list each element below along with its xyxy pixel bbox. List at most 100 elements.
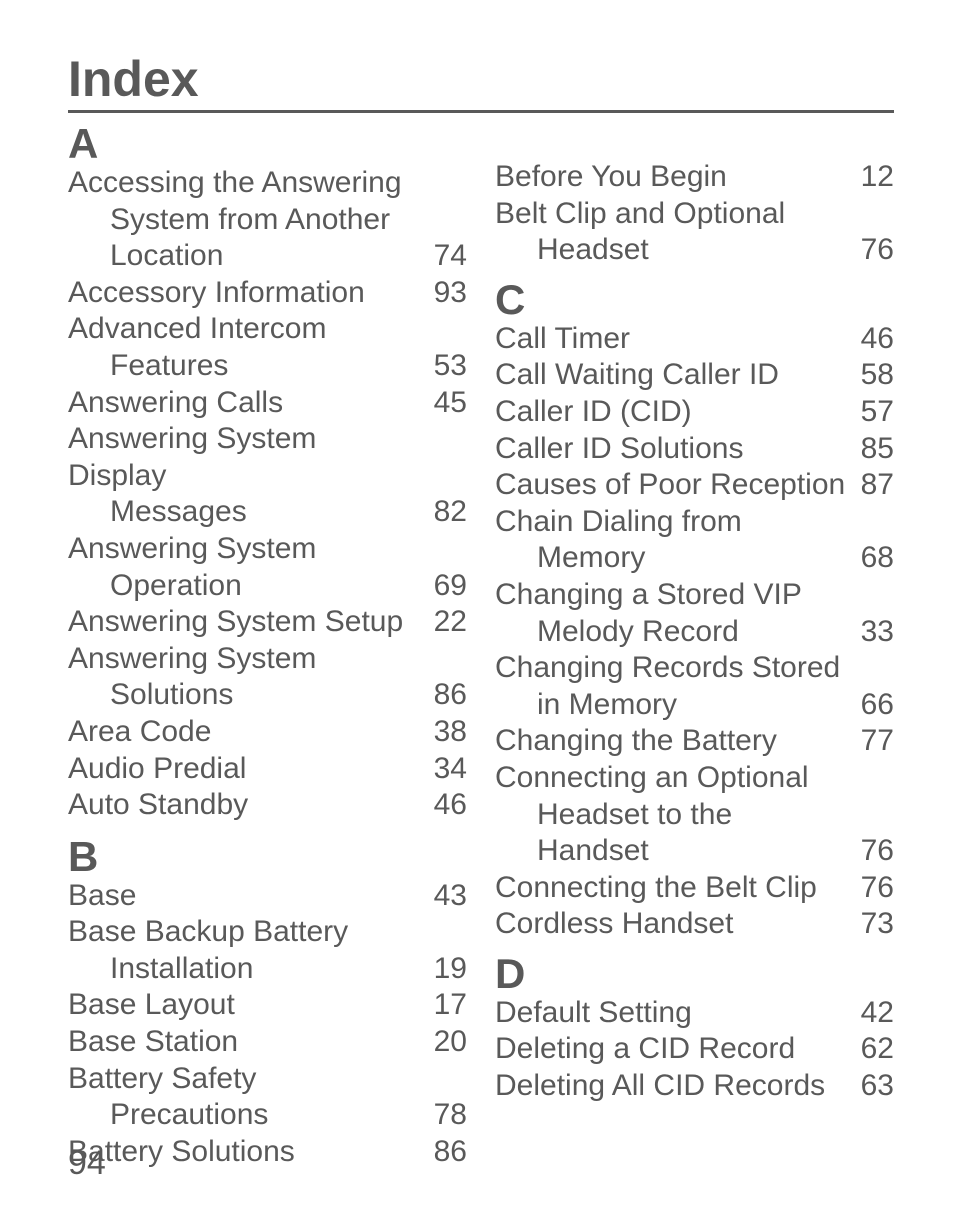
entry-label: Handset — [537, 833, 846, 870]
index-entry: Deleting a CID Record 62 — [495, 1031, 894, 1068]
section-letter-d: D — [495, 953, 894, 995]
index-entry: Call Waiting Caller ID 58 — [495, 357, 894, 394]
section-letter-c: C — [495, 279, 894, 321]
entry-page: 73 — [846, 906, 894, 943]
entry-label: Chain Dialing from — [495, 504, 846, 541]
index-entry-cont: Memory 68 — [495, 540, 894, 577]
entry-page: 87 — [846, 467, 894, 504]
index-entry: Changing a Stored VIP — [495, 577, 894, 614]
index-entry: Base 43 — [68, 878, 467, 915]
entry-label: Accessing the Answering — [68, 165, 419, 202]
entry-page: 53 — [419, 348, 467, 385]
entry-label: Headset — [537, 232, 846, 269]
index-entry: Answering System Setup 22 — [68, 604, 467, 641]
entry-page: 20 — [419, 1024, 467, 1061]
index-entry-cont: Handset 76 — [495, 833, 894, 870]
entry-page: 58 — [846, 357, 894, 394]
index-entry: Accessing the Answering — [68, 165, 467, 202]
entry-page: 76 — [846, 870, 894, 907]
entry-label: Connecting the Belt Clip — [495, 870, 846, 907]
entry-label: Base Backup Battery — [68, 914, 419, 951]
entry-label: Default Setting — [495, 995, 846, 1032]
entry-page: 34 — [419, 751, 467, 788]
entry-page: 86 — [419, 1134, 467, 1171]
entry-label: Answering System Display — [68, 421, 419, 494]
index-entry-cont: Solutions 86 — [68, 677, 467, 714]
index-entry-cont: System from Another — [68, 202, 467, 239]
entry-page: 62 — [846, 1031, 894, 1068]
index-entry: Accessory Information 93 — [68, 275, 467, 312]
column-right: Before You Begin 12 Belt Clip and Option… — [495, 119, 894, 1170]
entry-label: Caller ID Solutions — [495, 431, 846, 468]
entry-label: Answering Calls — [68, 385, 419, 422]
entry-label: Advanced Intercom — [68, 311, 419, 348]
entry-label: Causes of Poor Reception — [495, 467, 846, 504]
index-entry: Cordless Handset 73 — [495, 906, 894, 943]
entry-label: Belt Clip and Optional — [495, 196, 846, 233]
column-left: A Accessing the Answering System from An… — [68, 119, 467, 1170]
index-entry: Deleting All CID Records 63 — [495, 1068, 894, 1105]
index-entry-cont: Messages 82 — [68, 494, 467, 531]
entry-label: Operation — [110, 568, 419, 605]
index-entry: Before You Begin 12 — [495, 159, 894, 196]
index-entry: Changing Records Stored — [495, 650, 894, 687]
entry-page: 77 — [846, 723, 894, 760]
entry-page: 22 — [419, 604, 467, 641]
index-entry: Caller ID (CID) 57 — [495, 394, 894, 431]
entry-label: Call Timer — [495, 321, 846, 358]
entry-label: Memory — [537, 540, 846, 577]
entry-page: 63 — [846, 1068, 894, 1105]
entry-page: 86 — [419, 677, 467, 714]
entry-page: 69 — [419, 568, 467, 605]
page-number: 94 — [68, 1144, 106, 1183]
entry-page: 46 — [846, 321, 894, 358]
spacer — [495, 119, 894, 159]
entry-page: 82 — [419, 494, 467, 531]
index-entry: Advanced Intercom — [68, 311, 467, 348]
entry-page: 76 — [846, 833, 894, 870]
entry-label: Melody Record — [537, 614, 846, 651]
index-entry-cont: in Memory 66 — [495, 687, 894, 724]
entry-page: 66 — [846, 687, 894, 724]
entry-page: 78 — [419, 1097, 467, 1134]
entry-label: Battery Solutions — [68, 1134, 419, 1171]
index-entry: Battery Safety — [68, 1061, 467, 1098]
entry-label: Before You Begin — [495, 159, 846, 196]
index-entry-cont: Precautions 78 — [68, 1097, 467, 1134]
index-entry-cont: Headset 76 — [495, 232, 894, 269]
entry-label: Headset to the — [537, 797, 846, 834]
entry-label: Base — [68, 878, 419, 915]
entry-page: 43 — [419, 878, 467, 915]
entry-page: 12 — [846, 159, 894, 196]
index-entry: Call Timer 46 — [495, 321, 894, 358]
index-entry: Connecting an Optional — [495, 760, 894, 797]
entry-label: Answering System — [68, 531, 419, 568]
entry-label: Connecting an Optional — [495, 760, 846, 797]
page-title: Index — [68, 50, 894, 108]
entry-page: 42 — [846, 995, 894, 1032]
section-letter-b: B — [68, 836, 467, 878]
index-entry: Battery Solutions 86 — [68, 1134, 467, 1171]
entry-page: 74 — [419, 238, 467, 275]
index-entry-cont: Melody Record 33 — [495, 614, 894, 651]
entry-page: 17 — [419, 987, 467, 1024]
section-letter-a: A — [68, 123, 467, 165]
entry-label: System from Another — [110, 202, 419, 239]
entry-label: Changing a Stored VIP — [495, 577, 846, 614]
entry-label: Answering System Setup — [68, 604, 419, 641]
index-entry: Changing the Battery 77 — [495, 723, 894, 760]
index-entry: Area Code 38 — [68, 714, 467, 751]
entry-label: Changing Records Stored — [495, 650, 846, 687]
entry-page: 68 — [846, 540, 894, 577]
entry-label: Location — [110, 238, 419, 275]
entry-label: Messages — [110, 494, 419, 531]
entry-label: Accessory Information — [68, 275, 419, 312]
index-entry: Base Layout 17 — [68, 987, 467, 1024]
index-entry: Base Backup Battery — [68, 914, 467, 951]
index-entry: Audio Predial 34 — [68, 751, 467, 788]
index-entry: Caller ID Solutions 85 — [495, 431, 894, 468]
entry-page: 85 — [846, 431, 894, 468]
entry-page: 38 — [419, 714, 467, 751]
index-entry: Answering System — [68, 641, 467, 678]
entry-label: Audio Predial — [68, 751, 419, 788]
